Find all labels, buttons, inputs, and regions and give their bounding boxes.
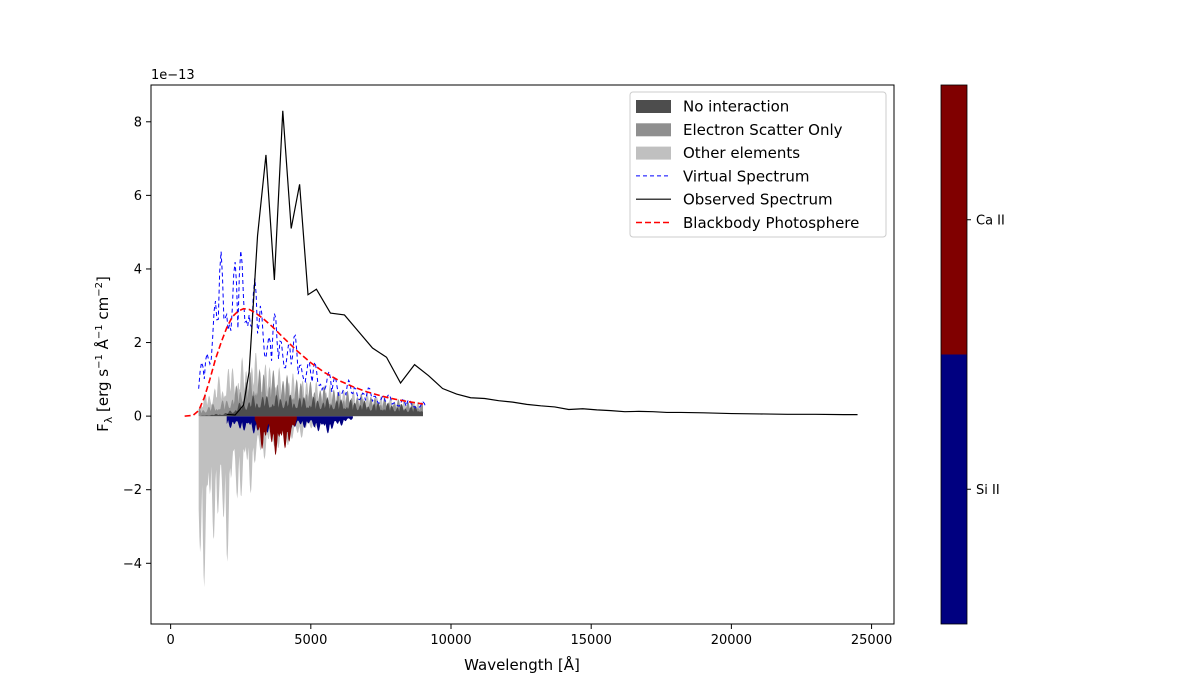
legend: No interaction Electron Scatter Only Other… <box>629 91 887 238</box>
colorbar-label: Si II <box>976 483 1000 498</box>
y-axis-title-part: ] <box>94 276 112 282</box>
colorbar-frame <box>940 84 968 625</box>
line-layer <box>184 110 858 417</box>
x-tick-label: 20000 <box>711 633 752 648</box>
legend-label: Other elements <box>683 144 800 162</box>
colorbar-segment <box>941 354 967 624</box>
colorbar-segment <box>941 85 967 355</box>
legend-swatch <box>636 146 671 160</box>
observed-spectrum-line <box>226 110 858 416</box>
x-tick-label: 15000 <box>571 633 612 648</box>
y-tick-label: 6 <box>134 189 142 204</box>
legend-swatch <box>636 100 671 113</box>
y-tick-label: 4 <box>134 262 142 277</box>
x-axis-title: Wavelength [Å] <box>464 655 580 674</box>
y-tick-label: 8 <box>134 115 142 130</box>
y-axis-title-part: F <box>94 423 112 432</box>
y-axis-ticks: −4 −2 0 2 4 6 8 <box>123 115 151 572</box>
y-axis-title-part: −2 <box>94 282 105 297</box>
legend-label: No interaction <box>683 98 789 116</box>
y-axis-title: Fλ [erg s−1 Å−1 cm−2] <box>93 276 115 432</box>
legend-box <box>629 91 887 238</box>
legend-label: Virtual Spectrum <box>683 167 809 185</box>
colorbar: Si II Ca II <box>940 84 1005 625</box>
legend-swatch <box>636 123 671 137</box>
legend-label: Observed Spectrum <box>683 191 833 209</box>
y-tick-label: 0 <box>134 410 142 425</box>
x-tick-label: 25000 <box>851 633 892 648</box>
x-tick-label: 5000 <box>294 633 327 648</box>
x-axis-ticks: 0 5000 10000 15000 20000 25000 <box>166 624 892 648</box>
x-tick-label: 0 <box>166 633 174 648</box>
y-axis-title-part: −1 <box>94 324 105 339</box>
legend-label: Electron Scatter Only <box>683 121 843 139</box>
contribution-layer <box>198 352 423 588</box>
virtual-spectrum-line <box>198 250 427 409</box>
plot-frame <box>150 84 895 625</box>
y-axis-title-part: cm <box>94 297 112 325</box>
y-axis-title-part: λ <box>102 416 115 423</box>
other-elements-absorption-area <box>198 416 353 588</box>
no-interaction-area <box>198 394 423 417</box>
legend-label: Blackbody Photosphere <box>683 214 859 232</box>
x-tick-label: 10000 <box>430 633 471 648</box>
y-axis-title-part: −1 <box>94 354 105 369</box>
y-tick-label: −4 <box>123 557 142 572</box>
y-tick-label: −2 <box>123 483 142 498</box>
y-axis-title-part: Å <box>93 338 112 354</box>
ca-ii-absorption-area <box>254 416 297 456</box>
colorbar-label: Ca II <box>976 213 1005 228</box>
blackbody-photosphere-line <box>184 307 424 417</box>
y-axis-title-part: [erg s <box>94 369 112 417</box>
y-tick-label: 2 <box>134 336 142 351</box>
y-scale-label: 1e−13 <box>151 68 195 83</box>
